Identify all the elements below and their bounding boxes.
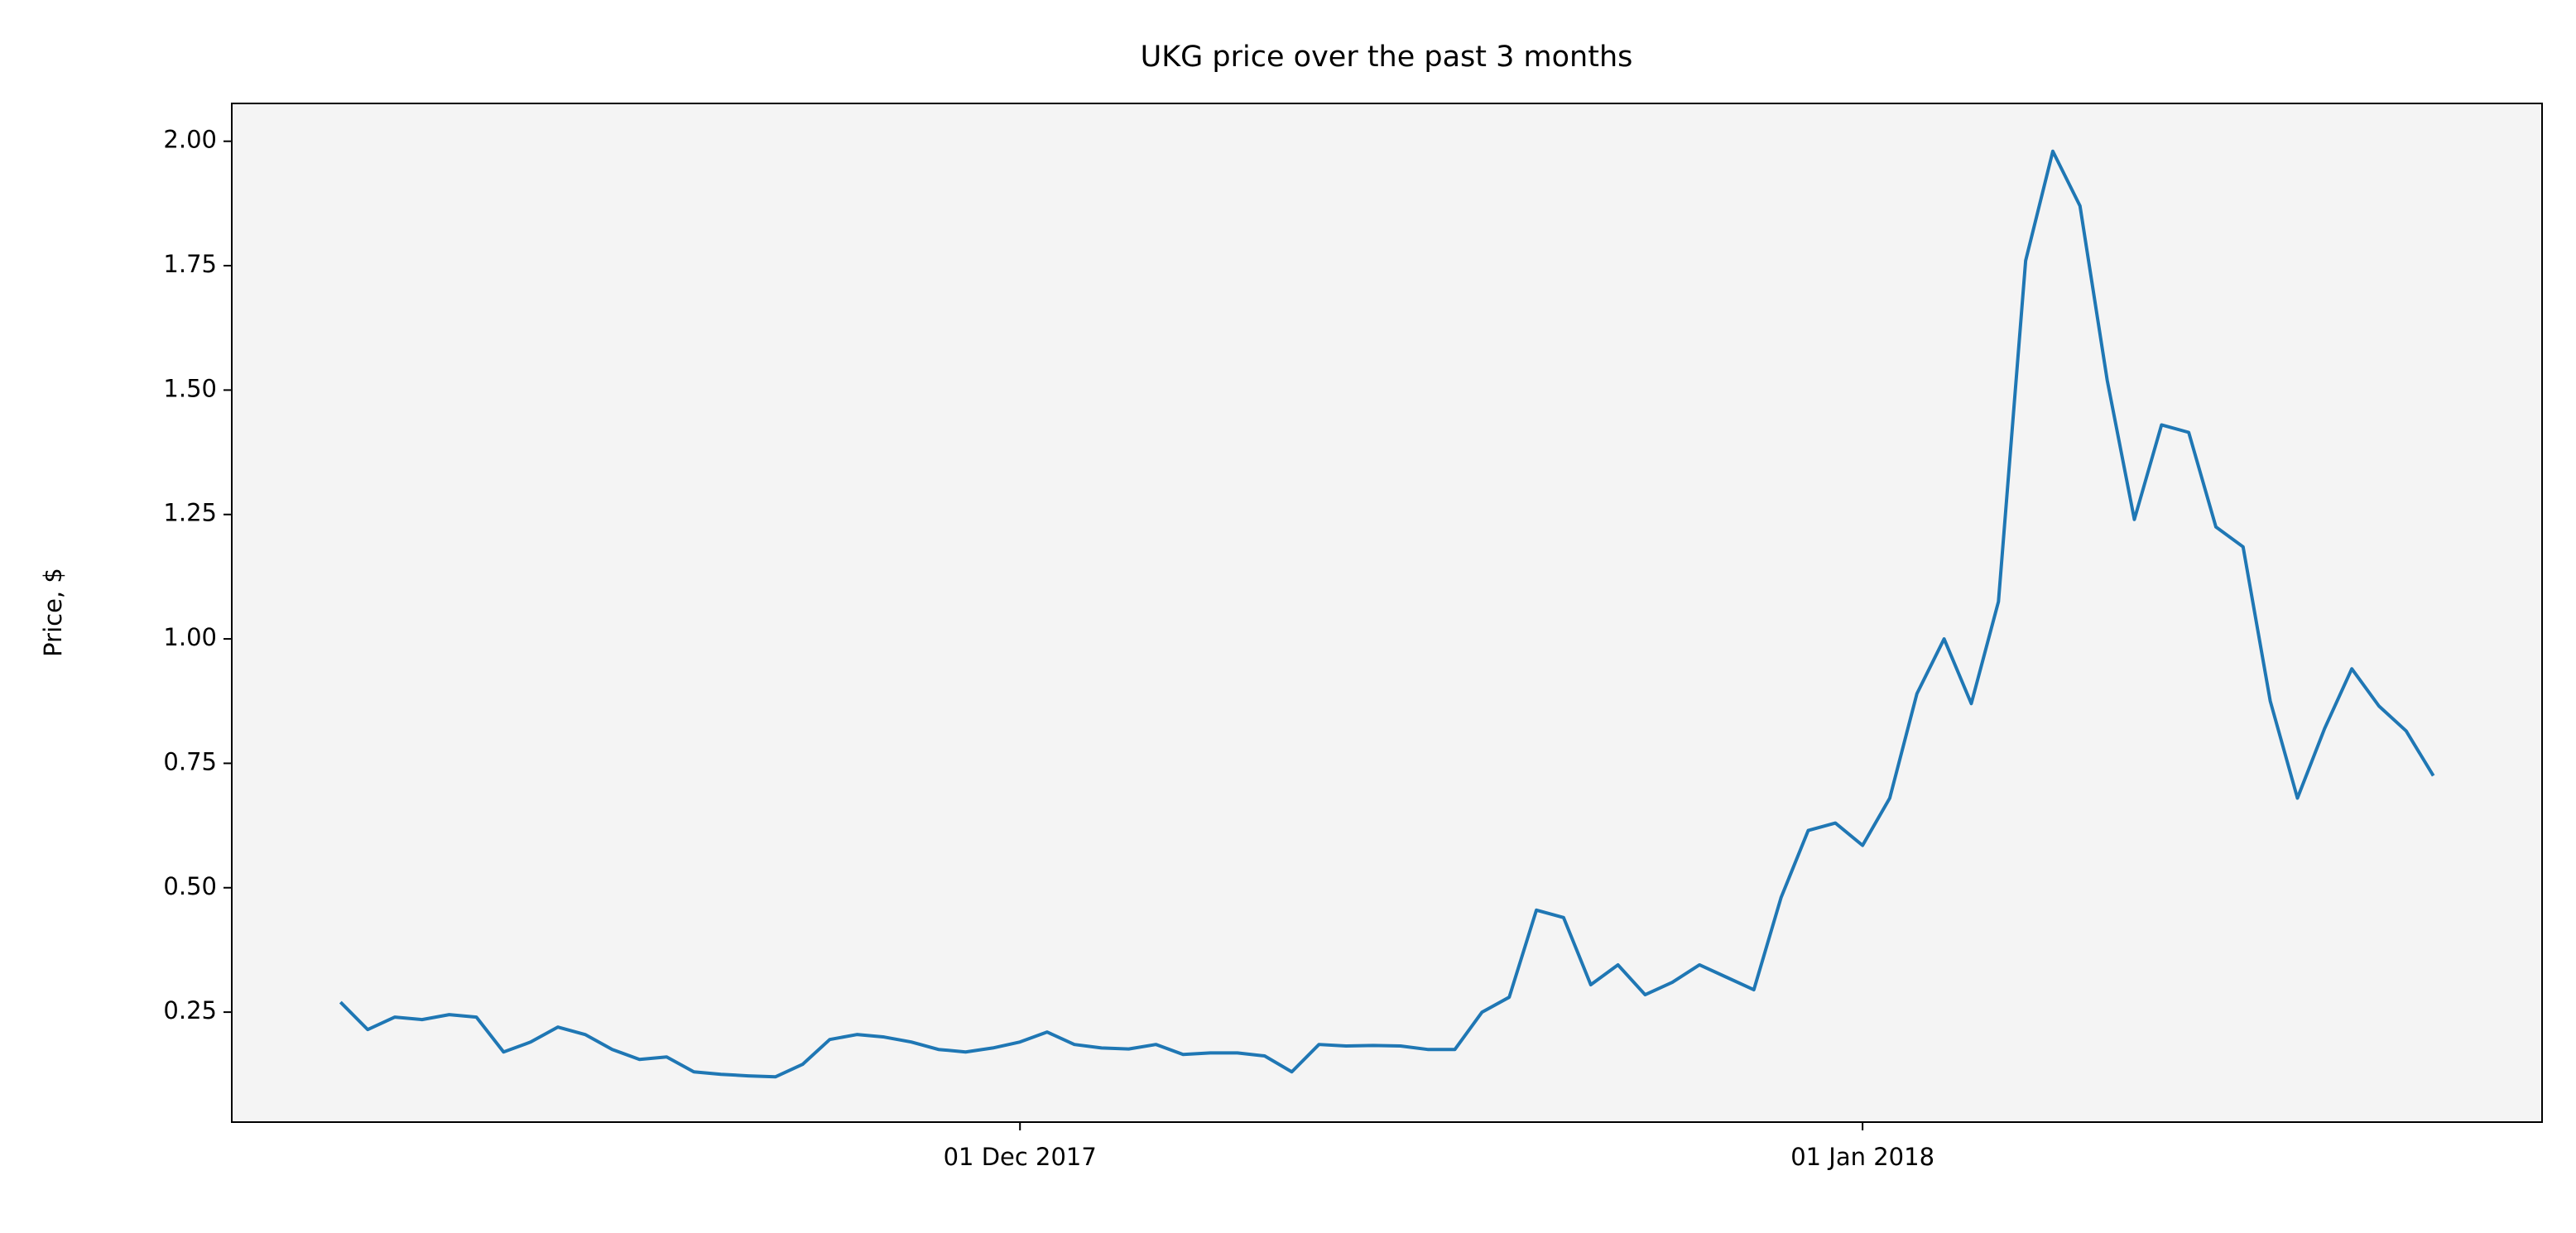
y-tick-label: 2.00 [163,126,217,154]
y-tick-label: 1.50 [163,374,217,402]
y-tick-label: 1.25 [163,499,217,527]
y-tick-label: 1.75 [163,250,217,278]
chart-title: UKG price over the past 3 months [1141,41,1633,74]
y-tick-label: 0.50 [163,872,217,900]
x-tick-label: 01 Jan 2018 [1790,1143,1934,1171]
plot-frame [231,103,2543,1123]
plot-background [232,103,2542,1122]
x-tick-label: 01 Dec 2017 [944,1143,1097,1171]
y-tick-label: 0.25 [163,996,217,1024]
y-tick-label: 0.75 [163,747,217,775]
price-line [339,149,2435,1079]
y-axis-label: Price, $ [39,568,67,657]
y-tick-label: 1.00 [163,623,217,651]
